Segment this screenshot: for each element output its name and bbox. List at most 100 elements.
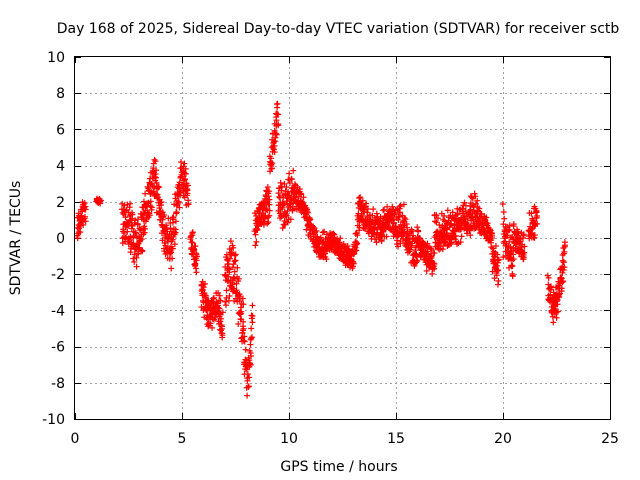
data-point: [182, 176, 189, 183]
data-point: [239, 295, 246, 302]
data-point: [175, 198, 182, 205]
data-point: [244, 377, 251, 384]
data-point: [401, 214, 408, 221]
data-point: [245, 383, 252, 390]
data-point: [545, 274, 552, 281]
data-point: [248, 335, 255, 342]
data-point: [219, 309, 226, 316]
data-point: [471, 190, 478, 197]
data-point: [182, 170, 189, 177]
plot-frame: [74, 56, 611, 420]
data-point: [181, 170, 188, 177]
data-point: [474, 197, 481, 204]
data-point: [226, 266, 233, 273]
data-point: [472, 193, 479, 200]
data-point: [383, 233, 390, 240]
data-point: [155, 184, 162, 191]
data-point: [248, 325, 255, 332]
data-point: [428, 253, 435, 260]
data-point: [446, 224, 453, 231]
data-point: [287, 216, 294, 223]
data-point: [134, 216, 141, 223]
data-point: [350, 260, 357, 267]
data-point: [395, 216, 402, 223]
data-point: [82, 218, 89, 225]
x-tick-label: 0: [71, 431, 80, 447]
data-point: [226, 246, 233, 253]
data-point: [133, 230, 140, 237]
data-point: [268, 165, 275, 172]
data-point: [139, 247, 146, 254]
data-point: [193, 253, 200, 260]
data-point: [189, 239, 196, 246]
data-point: [323, 256, 330, 263]
data-point: [152, 174, 159, 181]
data-point: [82, 206, 89, 213]
data-point: [162, 242, 169, 249]
data-point: [419, 238, 426, 245]
data-point: [199, 287, 206, 294]
data-point: [241, 338, 248, 345]
y-tick-label: 0: [56, 231, 65, 247]
data-point: [291, 181, 298, 188]
data-point: [436, 221, 443, 228]
data-point: [505, 227, 512, 234]
data-point: [457, 239, 464, 246]
data-point: [281, 180, 288, 187]
data-point: [534, 212, 541, 219]
y-tick-label: 4: [56, 159, 65, 175]
data-point: [364, 205, 371, 212]
y-tick-label: -8: [51, 376, 65, 392]
data-point: [209, 324, 216, 331]
data-point: [354, 240, 361, 247]
data-point: [396, 203, 403, 210]
y-tick-label: 6: [56, 122, 65, 138]
data-point: [489, 268, 496, 275]
y-tick-label: -10: [42, 412, 65, 428]
data-point: [169, 245, 176, 252]
data-point: [467, 232, 474, 239]
data-point: [240, 318, 247, 325]
data-point: [472, 200, 479, 207]
data-point: [423, 267, 430, 274]
data-point: [165, 235, 172, 242]
data-point: [506, 226, 513, 233]
data-point: [165, 215, 172, 222]
data-point: [274, 100, 281, 107]
data-point: [273, 131, 280, 138]
data-point: [185, 201, 192, 208]
data-point: [168, 249, 175, 256]
data-point: [216, 310, 223, 317]
data-point: [521, 243, 528, 250]
data-point: [487, 227, 494, 234]
data-point: [265, 193, 272, 200]
data-point: [210, 294, 217, 301]
data-point: [124, 228, 131, 235]
data-point: [129, 211, 136, 218]
data-point: [510, 256, 517, 263]
data-point: [528, 230, 535, 237]
data-point: [222, 298, 229, 305]
data-point: [444, 207, 451, 214]
data-point: [311, 224, 318, 231]
data-point: [242, 346, 249, 353]
data-point: [467, 206, 474, 213]
data-point: [235, 275, 242, 282]
data-point: [254, 226, 261, 233]
data-point: [275, 111, 282, 118]
data-point: [192, 243, 199, 250]
data-point: [296, 186, 303, 193]
data-point: [131, 258, 138, 265]
data-point: [266, 207, 273, 214]
data-point: [172, 229, 179, 236]
data-point: [427, 245, 434, 252]
data-point: [500, 254, 507, 261]
data-point: [200, 284, 207, 291]
data-point: [244, 371, 251, 378]
data-point: [495, 256, 502, 263]
y-tick-label: 10: [47, 50, 65, 66]
data-point: [230, 261, 237, 268]
data-point: [468, 194, 475, 201]
data-point: [148, 204, 155, 211]
